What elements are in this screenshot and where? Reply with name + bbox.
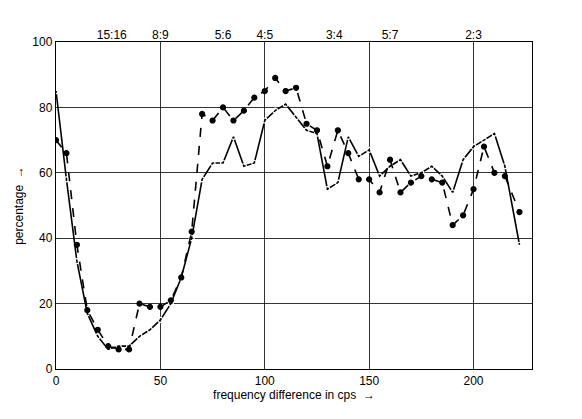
svg-text:15:16: 15:16: [97, 28, 127, 42]
svg-text:4:5: 4:5: [256, 28, 273, 42]
svg-text:8:9: 8:9: [152, 28, 169, 42]
svg-text:150: 150: [359, 374, 379, 388]
svg-text:60: 60: [39, 166, 53, 180]
svg-text:0: 0: [46, 362, 53, 376]
svg-text:80: 80: [39, 101, 53, 115]
svg-text:percentage →: percentage →: [12, 166, 26, 245]
svg-text:100: 100: [32, 35, 52, 49]
svg-text:100: 100: [255, 374, 275, 388]
svg-text:5:7: 5:7: [382, 28, 399, 42]
svg-text:200: 200: [464, 374, 484, 388]
svg-text:0: 0: [53, 374, 60, 388]
svg-text:40: 40: [39, 231, 53, 245]
svg-text:frequency difference in cps →: frequency difference in cps →: [213, 388, 375, 402]
svg-text:3:4: 3:4: [326, 28, 343, 42]
svg-text:5:6: 5:6: [215, 28, 232, 42]
svg-text:2:3: 2:3: [465, 28, 482, 42]
svg-text:20: 20: [39, 297, 53, 311]
svg-text:50: 50: [154, 374, 168, 388]
